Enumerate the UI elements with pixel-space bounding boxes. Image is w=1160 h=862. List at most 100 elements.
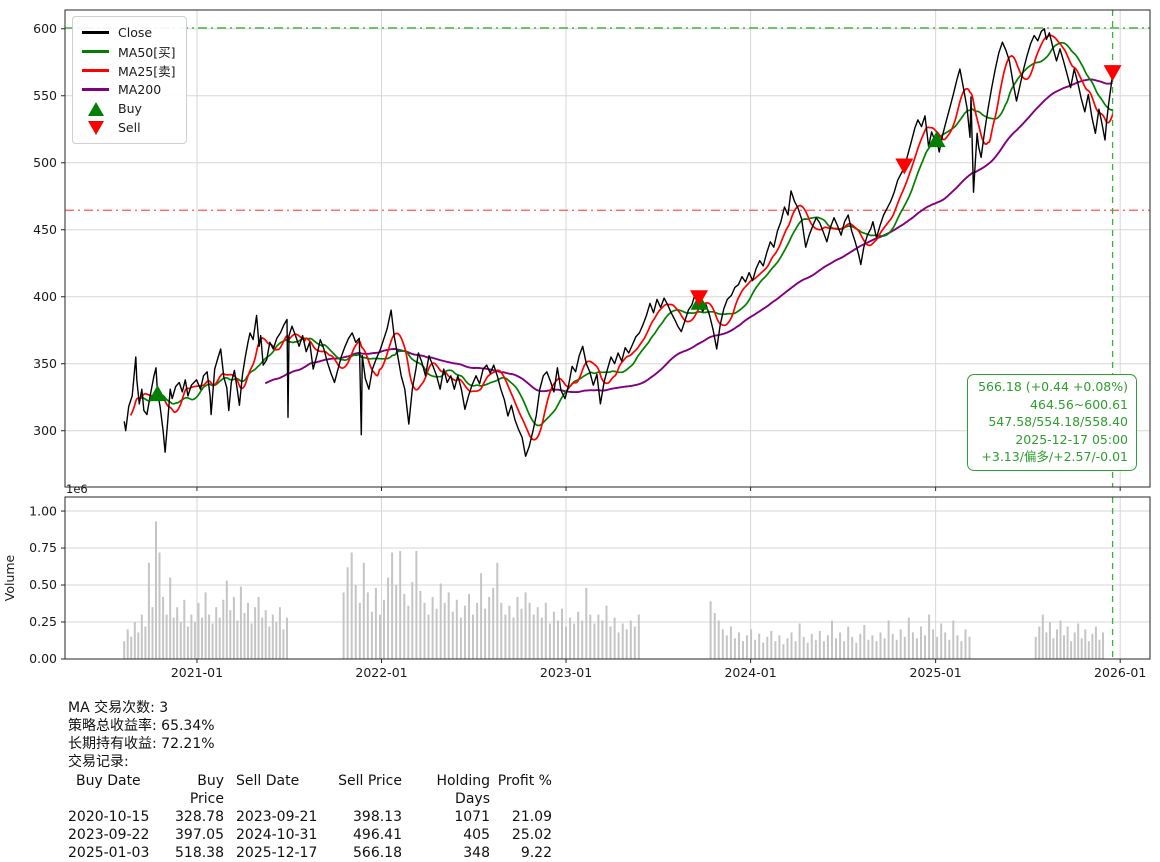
volume-ytick-label: 0.75 (29, 540, 57, 555)
price-ytick-label: 450 (33, 222, 57, 237)
legend-label: Close (118, 25, 153, 40)
trade-cell: 518.38 (175, 845, 224, 861)
price-ytick-label: 500 (33, 155, 57, 170)
gridlines (65, 10, 1150, 660)
trade-markers (148, 65, 1122, 402)
annotation-line: 464.56~600.61 (1030, 396, 1128, 412)
trade-table-row: 2023-09-22 397.05 2024-10-31 496.41 405 25.02 (68, 826, 552, 844)
close-line (123, 28, 1114, 457)
price-ytick-label: 550 (33, 88, 57, 103)
buy-hold-return-line: 长期持有收益: 72.21% (68, 736, 215, 752)
trade-table-header: Buy Date Buy Price Sell Date Sell Price Hold… (68, 772, 552, 808)
trade-col-header: Profit % (497, 773, 552, 789)
price-ytick-label: 300 (33, 423, 57, 438)
trade-cell: 2023-09-22 (68, 827, 150, 843)
axis-ticks: 300 350 400 450 500 550 600 0.00 0.25 0.50 0.75 1.0… (2, 21, 1146, 680)
xtick-label: 2021-01 (171, 665, 223, 680)
trade-cell: 397.05 (175, 827, 224, 843)
legend-line-swatch (82, 31, 109, 34)
xtick-label: 2025-01 (910, 665, 962, 680)
annotation-line: 2025-12-17 05:00 (1015, 431, 1128, 447)
buy-marker (148, 385, 167, 402)
volume-scale-offset-label: 1e6 (66, 482, 88, 496)
strategy-summary-block: MA 交易次数: 3 策略总收益率: 65.34% 长期持有收益: 72.21%… (68, 699, 552, 862)
line-swatch (82, 50, 109, 53)
trade-count-line: MA 交易次数: 3 (68, 700, 169, 716)
legend-label: MA200 (118, 82, 162, 97)
buy-triangle-icon (87, 101, 104, 116)
legend-line-swatch (82, 50, 109, 53)
strategy-return-line: 策略总收益率: 65.34% (68, 718, 215, 734)
sell-marker (895, 158, 914, 175)
legend-line-swatch (82, 88, 109, 91)
trade-cell: 2024-10-31 (236, 827, 318, 843)
volume-ytick-label: 1.00 (29, 503, 57, 518)
volume-panel-frame (64, 496, 1151, 660)
legend-item-ma25: MA25[卖] (82, 61, 176, 80)
trade-col-header: Buy Date (76, 773, 141, 789)
volume-axis-label: Volume (2, 554, 17, 601)
legend-item-ma50: MA50[买] (82, 42, 176, 61)
legend-item-ma200: MA200 (82, 80, 176, 99)
line-swatch (82, 69, 109, 72)
trade-cell: 2025-12-17 (236, 845, 318, 861)
trade-col-header: Holding Days (436, 773, 490, 807)
xtick-label: 2022-01 (355, 665, 407, 680)
legend-line-swatch (82, 69, 109, 72)
trade-cell: 328.78 (175, 809, 224, 825)
legend-label: Sell (118, 120, 141, 135)
price-panel-frame (64, 9, 1151, 488)
xtick-label: 2023-01 (540, 665, 592, 680)
legend-label: MA25[卖] (118, 64, 176, 79)
trade-cell: 1071 (454, 809, 490, 825)
volume-bars (123, 521, 1104, 659)
sell-marker (1103, 65, 1122, 82)
legend-label: Buy (118, 101, 142, 116)
trade-cell: 496.41 (353, 827, 402, 843)
trade-cell: 2023-09-21 (236, 809, 318, 825)
volume-ytick-label: 0.25 (29, 614, 57, 629)
legend-item-close: Close (82, 23, 176, 42)
legend-item-buy: Buy (82, 99, 176, 118)
trade-cell: 2025-01-03 (68, 845, 150, 861)
trade-cell: 21.09 (511, 809, 552, 825)
trade-record-table: Buy Date Buy Price Sell Date Sell Price Hold… (68, 772, 552, 862)
xtick-label: 2026-01 (1094, 665, 1146, 680)
sell-triangle-icon (87, 120, 104, 135)
line-swatch (82, 88, 109, 91)
trade-table-row: 2025-01-03 518.38 2025-12-17 566.18 348 9.22 (68, 844, 552, 862)
price-ytick-label: 350 (33, 356, 57, 371)
volume-ytick-label: 0.50 (29, 577, 57, 592)
legend-item-sell: Sell (82, 118, 176, 137)
trade-table-row: 2020-10-15 328.78 2023-09-21 398.13 1071 21.0… (68, 808, 552, 826)
volume-ytick-label: 0.00 (29, 651, 57, 666)
axes-frame (64, 9, 1151, 660)
trade-record-title: 交易记录: (68, 754, 129, 770)
buy-marker (927, 131, 946, 148)
sell-marker (690, 290, 709, 307)
annotation-line: 566.18 (+0.44 +0.08%) (978, 379, 1128, 394)
legend-label: MA50[买] (118, 45, 176, 60)
trade-cell: 566.18 (353, 845, 402, 861)
trade-col-header: Sell Price (338, 773, 402, 789)
trade-cell: 2020-10-15 (68, 809, 150, 825)
trade-cell: 25.02 (511, 827, 552, 843)
chart-legend: Close MA50[买] MA25[卖] MA200 Buy Sell (72, 16, 187, 144)
trade-cell: 405 (463, 827, 490, 843)
reference-lines (65, 10, 1150, 659)
trade-cell: 398.13 (353, 809, 402, 825)
trade-cell: 348 (463, 845, 490, 861)
trade-col-header: Sell Date (236, 773, 300, 789)
xtick-label: 2024-01 (724, 665, 776, 680)
annotation-line: 547.58/554.18/558.40 (988, 414, 1128, 430)
last-price-annotation: 566.18 (+0.44 +0.08%) 464.56~600.61 547.58… (967, 374, 1137, 471)
price-lines (123, 28, 1114, 457)
annotation-line: +3.13/偏多/+2.57/-0.01 (981, 449, 1128, 465)
line-swatch (82, 31, 109, 34)
price-ytick-label: 400 (33, 289, 57, 304)
trade-col-header: Buy Price (189, 773, 224, 807)
ma50-line (138, 41, 1113, 427)
price-ytick-label: 600 (33, 21, 57, 36)
trade-cell: 9.22 (520, 845, 552, 861)
